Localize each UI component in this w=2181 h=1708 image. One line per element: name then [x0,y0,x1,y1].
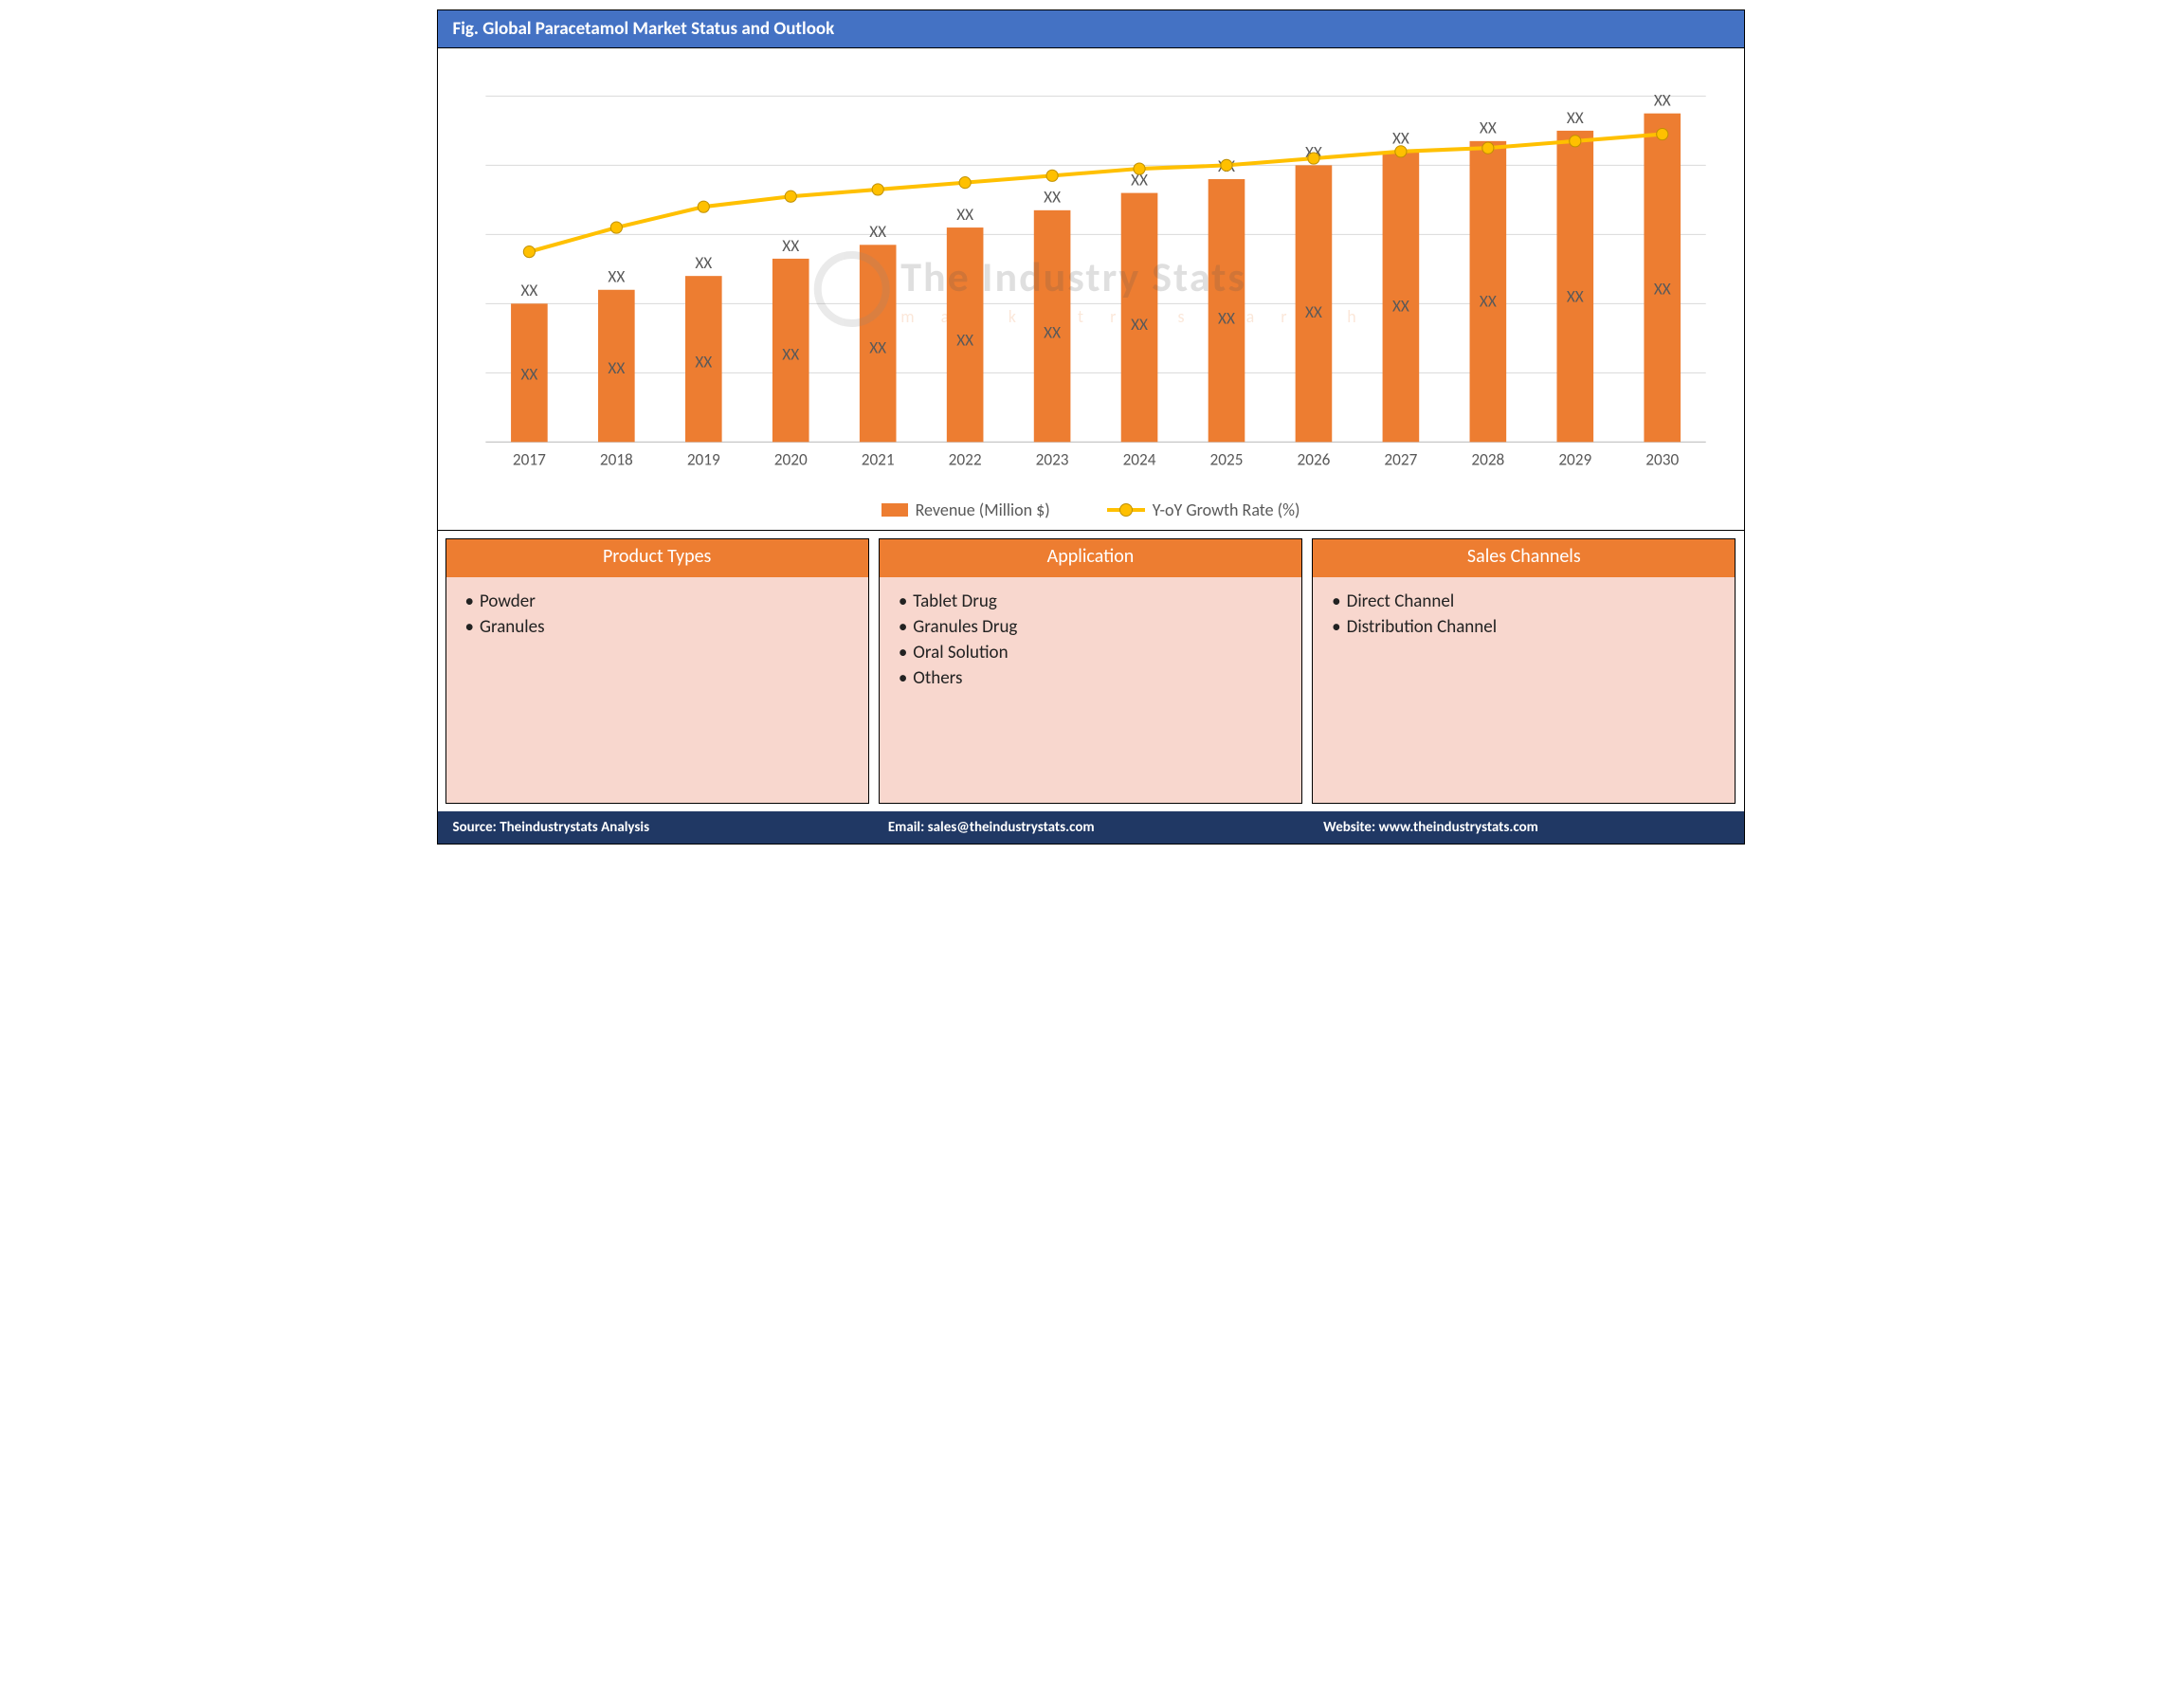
panel-header: Sales Channels [1313,539,1735,577]
list-item: Oral Solution [899,642,1282,663]
svg-text:XX: XX [1218,309,1235,329]
svg-text:XX: XX [695,352,712,372]
panel-header: Application [880,539,1301,577]
footer-value: Theindustrystats Analysis [500,819,649,836]
combo-chart: XX XX 2017 XX XX 2018 XX XX 2019 XX XX 2020 XX XX 2021… [457,67,1725,490]
svg-text:XX: XX [1566,287,1583,307]
panel-application: Application Tablet Drug Granules Drug Oral… [879,538,1302,804]
list-item: Powder [465,591,849,612]
list-item: Direct Channel [1332,591,1716,612]
svg-text:XX: XX [1479,291,1496,311]
svg-text:XX: XX [608,358,625,378]
svg-text:2022: 2022 [948,450,981,470]
legend-label: Revenue (Million $) [916,500,1050,520]
svg-text:2026: 2026 [1297,450,1330,470]
footer-source: Source: Theindustrystats Analysis [438,811,873,844]
svg-text:XX: XX [869,338,886,358]
list-item: Distribution Channel [1332,616,1716,638]
svg-text:XX: XX [1305,302,1322,322]
svg-text:XX: XX [520,365,537,385]
list-item: Granules [465,616,849,638]
svg-text:2019: 2019 [686,450,719,470]
svg-text:XX: XX [956,205,973,225]
footer-value: www.theindustrystats.com [1379,819,1538,836]
svg-text:XX: XX [1653,91,1670,111]
svg-text:2028: 2028 [1471,450,1504,470]
svg-text:2030: 2030 [1645,450,1679,470]
list-item: Tablet Drug [899,591,1282,612]
footer-label: Email: [888,819,928,836]
line-swatch-icon [1107,503,1145,517]
segment-panels: Product Types Powder Granules Application… [438,531,1744,811]
svg-text:XX: XX [1391,296,1409,316]
footer-bar: Source: Theindustrystats Analysis Email:… [438,811,1744,844]
panel-header: Product Types [446,539,868,577]
footer-label: Website: [1323,819,1378,836]
panel-body: Direct Channel Distribution Channel [1313,577,1735,803]
panel-sales-channels: Sales Channels Direct Channel Distributio… [1312,538,1736,804]
svg-text:2027: 2027 [1384,450,1417,470]
svg-text:XX: XX [869,222,886,242]
svg-text:2024: 2024 [1122,450,1155,470]
svg-text:XX: XX [1044,322,1061,342]
footer-value: sales@theindustrystats.com [928,819,1095,836]
bar-swatch-icon [881,503,908,517]
svg-text:XX: XX [1653,279,1670,299]
list-item: Granules Drug [899,616,1282,638]
panel-product-types: Product Types Powder Granules [445,538,869,804]
legend-item-growth: Y-oY Growth Rate (%) [1107,500,1300,520]
legend-label: Y-oY Growth Rate (%) [1153,500,1300,520]
footer-email: Email: sales@theindustrystats.com [873,811,1308,844]
chart-area: XX XX 2017 XX XX 2018 XX XX 2019 XX XX 2020 XX XX 2021… [438,48,1744,531]
footer-label: Source: [453,819,500,836]
svg-text:XX: XX [1566,108,1583,128]
figure-container: Fig. Global Paracetamol Market Status an… [437,9,1745,845]
panel-body: Tablet Drug Granules Drug Oral Solution Oth… [880,577,1301,803]
svg-text:XX: XX [782,344,799,364]
figure-title: Fig. Global Paracetamol Market Status an… [438,10,1744,48]
svg-text:XX: XX [520,281,537,300]
svg-text:2029: 2029 [1558,450,1591,470]
svg-text:XX: XX [782,236,799,256]
svg-text:XX: XX [956,331,973,351]
list-item: Others [899,667,1282,689]
svg-text:2020: 2020 [773,450,807,470]
svg-text:2018: 2018 [599,450,632,470]
svg-text:2021: 2021 [861,450,894,470]
svg-text:XX: XX [1044,188,1061,208]
svg-text:2025: 2025 [1209,450,1243,470]
svg-text:XX: XX [695,253,712,273]
svg-text:2023: 2023 [1035,450,1068,470]
svg-text:XX: XX [1131,315,1148,335]
svg-text:2017: 2017 [512,450,545,470]
legend-item-revenue: Revenue (Million $) [881,500,1050,520]
panel-body: Powder Granules [446,577,868,803]
svg-text:XX: XX [1479,118,1496,138]
svg-text:XX: XX [608,267,625,287]
footer-website: Website: www.theindustrystats.com [1308,811,1743,844]
chart-legend: Revenue (Million $) Y-oY Growth Rate (%) [457,500,1725,520]
